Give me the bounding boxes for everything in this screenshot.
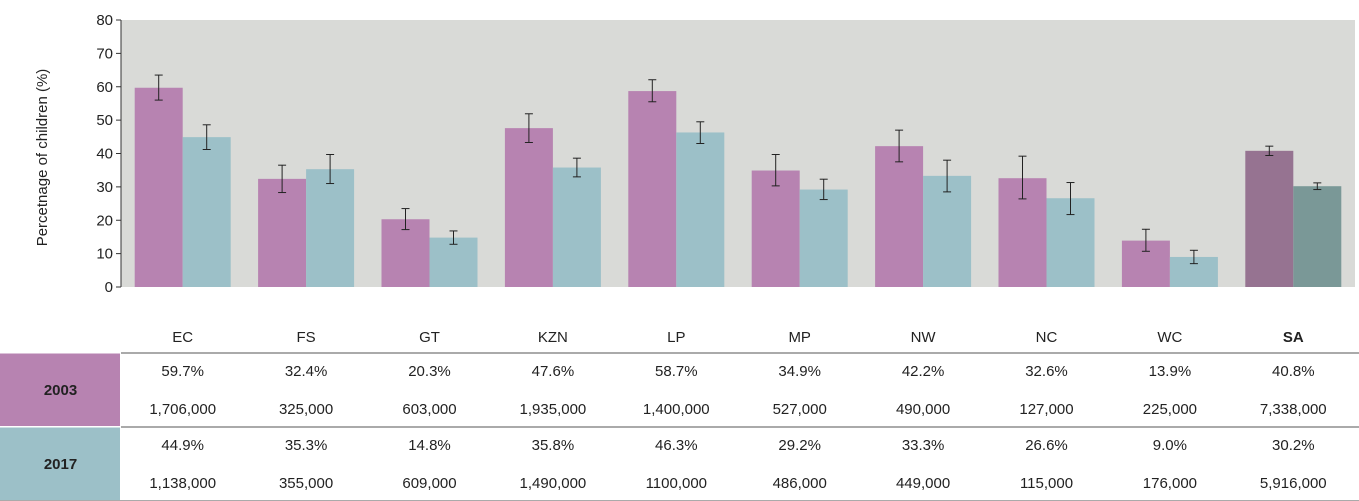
bar-2003-FS [258,178,307,287]
percent-cell: 33.3% [902,437,945,454]
count-cell: 1,706,000 [149,401,216,418]
bar-2017-SA [1293,186,1342,287]
percent-cell: 26.6% [1025,437,1068,454]
percent-cell: 34.9% [778,363,821,380]
category-label-MP: MP [788,329,811,346]
bar-2017-NW [923,175,972,287]
count-cell: 127,000 [1019,401,1073,418]
bar-2017-KZN [552,167,601,287]
category-label-NC: NC [1036,329,1058,346]
y-tick-label: 70 [96,45,113,62]
percent-cell: 30.2% [1272,437,1315,454]
bar-2017-GT [429,237,478,287]
count-cell: 1100,000 [646,475,707,492]
percent-cell: 29.2% [778,437,821,454]
percent-cell: 32.6% [1025,363,1068,380]
category-label-FS: FS [297,329,316,346]
bar-2017-MP [799,189,848,287]
category-label-SA: SA [1283,329,1304,346]
year-label: 2003 [44,382,77,399]
count-cell: 115,000 [1020,475,1073,492]
category-label-GT: GT [419,329,440,346]
bar-2003-EC [134,87,183,287]
count-cell: 5,916,000 [1260,475,1327,492]
count-cell: 1,935,000 [520,401,587,418]
category-label-LP: LP [667,329,685,346]
percent-cell: 35.8% [532,437,575,454]
bar-2003-LP [628,91,677,288]
percent-cell: 14.8% [408,437,451,454]
percent-cell: 46.3% [655,437,698,454]
percent-cell: 9.0% [1153,437,1187,454]
y-tick-label: 60 [96,79,113,96]
category-label-KZN: KZN [538,329,568,346]
category-label-NW: NW [911,329,937,346]
y-tick-label: 80 [96,12,113,29]
percent-cell: 44.9% [161,437,204,454]
count-cell: 490,000 [896,401,950,418]
count-cell: 1,138,000 [149,475,216,492]
count-cell: 449,000 [896,475,950,492]
y-tick-label: 0 [105,279,113,296]
count-cell: 486,000 [773,475,827,492]
count-cell: 1,400,000 [643,401,710,418]
y-tick-label: 10 [96,246,113,263]
percent-cell: 42.2% [902,363,945,380]
percent-cell: 35.3% [285,437,328,454]
percent-cell: 47.6% [532,363,575,380]
percent-cell: 40.8% [1272,363,1315,380]
bar-2003-SA [1245,150,1294,287]
count-cell: 225,000 [1143,401,1197,418]
percent-cell: 20.3% [408,363,451,380]
percent-cell: 58.7% [655,363,698,380]
y-axis-label: Percetnage of children (%) [34,69,51,247]
percent-cell: 59.7% [161,363,204,380]
count-cell: 7,338,000 [1260,401,1327,418]
y-tick-label: 20 [96,212,113,229]
percent-cell: 13.9% [1149,363,1192,380]
count-cell: 603,000 [402,401,456,418]
bar-2017-EC [182,137,231,287]
bar-2017-FS [306,169,355,287]
bar-2017-LP [676,132,725,287]
bar-2003-KZN [504,128,553,287]
count-cell: 1,490,000 [520,475,587,492]
bar-2003-MP [751,170,800,287]
y-tick-label: 30 [96,179,113,196]
year-label: 2017 [44,456,77,473]
y-tick-label: 50 [96,112,113,129]
category-label-EC: EC [172,329,193,346]
count-cell: 527,000 [773,401,827,418]
category-label-WC: WC [1157,329,1182,346]
percent-cell: 32.4% [285,363,328,380]
year-cell-2003 [0,353,120,426]
count-cell: 325,000 [279,401,333,418]
count-cell: 355,000 [279,475,333,492]
count-cell: 609,000 [402,475,456,492]
year-cell-2017 [0,427,120,500]
bar-2003-NW [875,146,924,287]
count-cell: 176,000 [1143,475,1197,492]
bar-2003-GT [381,219,430,287]
y-tick-label: 40 [96,146,113,163]
